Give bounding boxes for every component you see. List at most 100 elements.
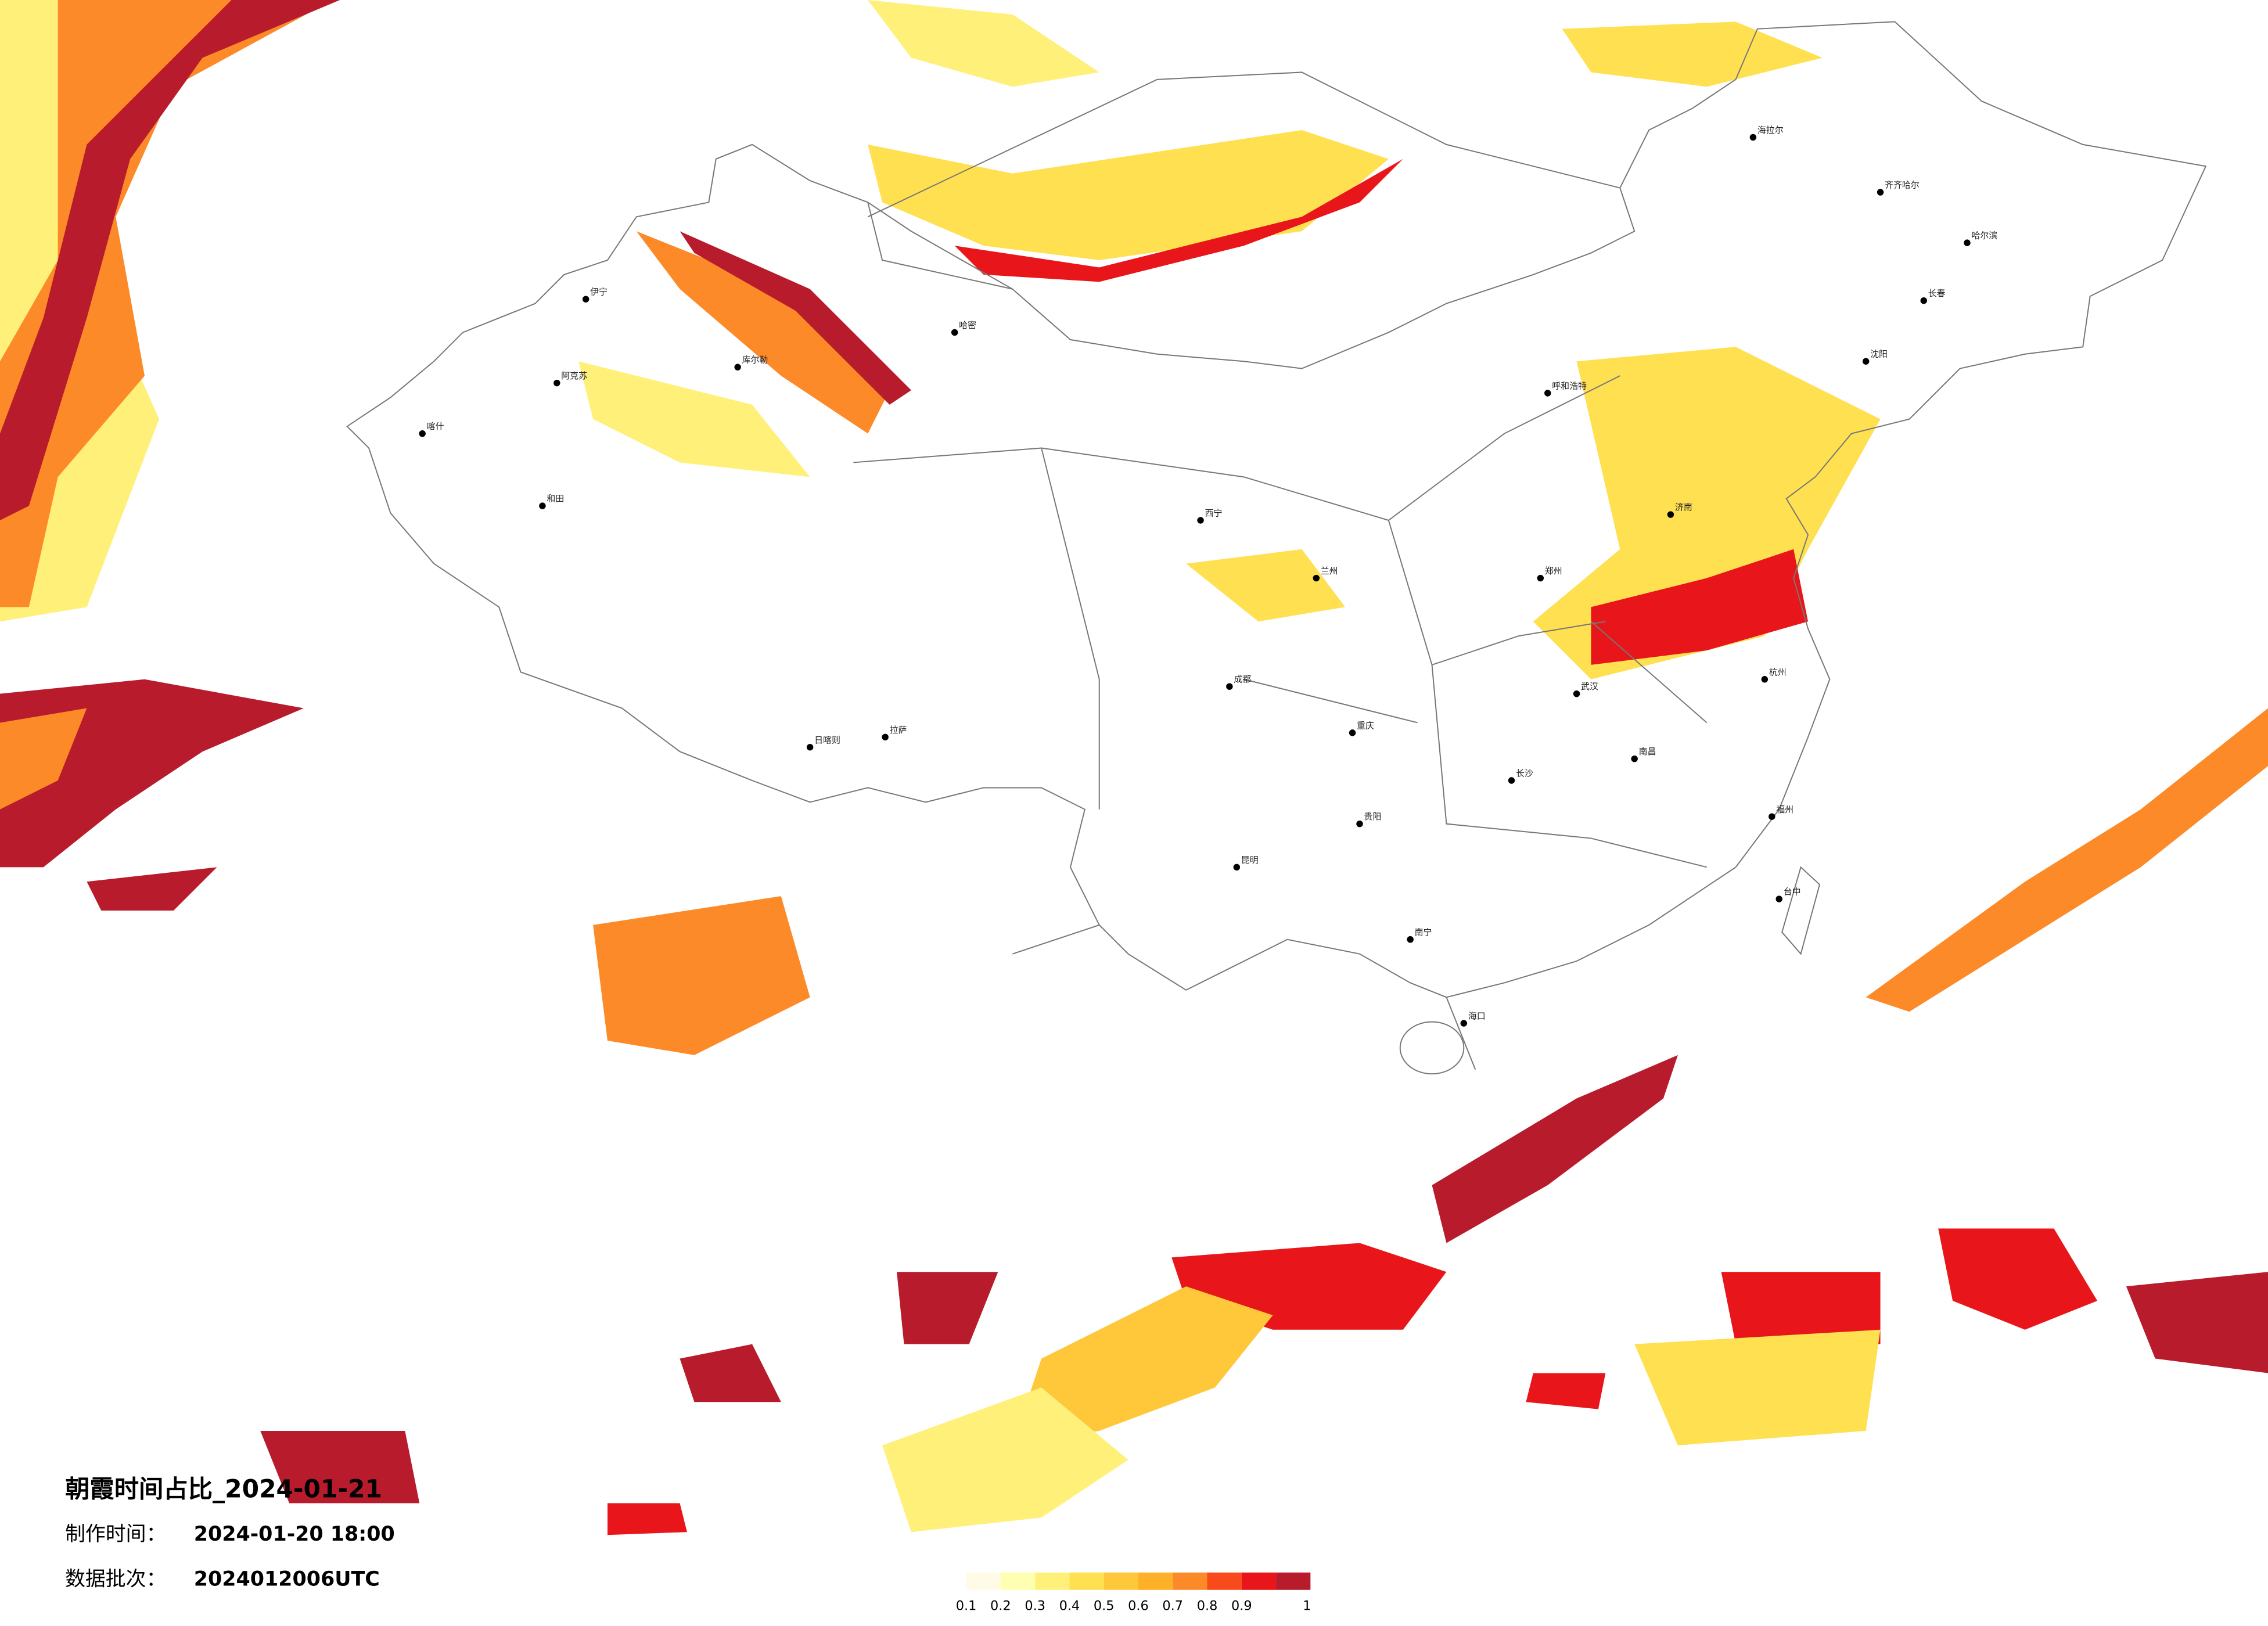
heat-area [882,1387,1128,1533]
city-label: 阿克苏 [561,370,587,381]
city-label: 台中 [1784,887,1801,897]
city-label: 南昌 [1639,746,1656,757]
city-dot [1544,390,1551,397]
heat-area [0,0,340,520]
city-dot [1631,755,1638,762]
colorbar-tick-label: 0.9 [1231,1599,1252,1614]
city-dot [1964,239,1971,246]
city-label: 伊宁 [590,287,608,297]
city-dot [1508,777,1515,784]
colorbar-swatch [1138,1572,1173,1590]
heat-area [680,231,911,405]
heat-area [1634,1329,1881,1445]
city-label: 杭州 [1769,667,1787,677]
city-label: 和田 [547,494,564,504]
country-border [346,21,2207,998]
heat-area [1533,347,1881,679]
city-dot [539,502,546,509]
city-label: 沈阳 [1870,349,1888,359]
city-dot [1749,134,1757,141]
city-label: 拉萨 [890,725,907,735]
made-time-value: 2024-01-20 18:00 [194,1523,395,1546]
city-dot [1197,517,1204,524]
city-label: 日喀则 [814,735,840,745]
taiwan [1781,866,1821,955]
city-label: 长春 [1928,288,1946,298]
heat-area [868,0,1099,87]
heat-area [0,0,333,607]
city-label: 贵阳 [1364,811,1381,822]
city-label: 库尔勒 [742,355,768,365]
neighbor-border [867,71,1620,1070]
colorbar-tick-label: 0.1 [956,1599,977,1614]
heat-field [0,0,2268,1535]
colorbar-tick-label: 0.3 [1025,1599,1045,1614]
city-dot [1407,936,1414,943]
made-time-label: 制作时间： [65,1523,166,1546]
heat-area [1432,1055,1678,1243]
city-dot [1313,574,1320,582]
city-label: 武汉 [1581,681,1598,692]
colorbar-tick-label: 0.4 [1059,1599,1080,1614]
city-dot [1775,895,1782,902]
city-dot [1233,864,1241,871]
colorbar-tick-label: 0.6 [1128,1599,1149,1614]
heat-area [1526,1373,1606,1409]
heat-area [260,1431,420,1503]
city-dot [951,329,958,336]
city-dot [1667,511,1674,518]
batch-value: 2024012006UTC [194,1567,380,1591]
colorbar-tick-label: 0.7 [1162,1599,1183,1614]
city-label: 呼和浩特 [1552,381,1587,391]
heat-area [1721,1272,1881,1344]
city-label: 济南 [1675,502,1692,513]
heat-area [868,130,1389,260]
city-label: 福州 [1776,804,1793,815]
colorbar-swatch [1173,1572,1207,1590]
heat-area [1562,21,1823,87]
batch-label: 数据批次： [65,1567,166,1591]
heat-area [897,1272,998,1344]
colorbar-tick-label: 0.2 [990,1599,1011,1614]
map-title: 朝霞时间占比_2024-01-21 [65,1475,382,1503]
city-dot [1226,683,1233,690]
heat-area [1938,1228,2098,1330]
city-label: 重庆 [1357,720,1374,731]
city-dot [1573,690,1580,697]
colorbar-swatch [1241,1572,1277,1590]
colorbar-swatch [1035,1572,1070,1590]
city-label: 海拉尔 [1757,125,1784,135]
colorbar-tick-label: 0.8 [1197,1599,1218,1614]
city-label: 哈尔滨 [1971,231,1997,241]
city-label: 齐齐哈尔 [1885,180,1920,190]
city-label: 兰州 [1321,566,1338,576]
heat-area [0,708,87,810]
city-dot [1877,189,1884,196]
colorbar-swatch [1104,1572,1138,1590]
city-dot [1769,813,1775,820]
city-dot [1349,729,1356,736]
heat-area [636,231,897,434]
colorbar-swatch [1207,1572,1242,1590]
city-dot [1862,358,1870,365]
heat-area [578,361,810,477]
heat-area [1591,549,1809,665]
province-border [853,375,1708,868]
colorbar-tick-label: 0.5 [1094,1599,1115,1614]
colorbar: 0.1 0.2 0.3 0.4 0.5 0.6 0.7 0.8 0.9 1 [956,1572,1311,1614]
city-dot [1920,297,1928,304]
colorbar-swatch [1276,1572,1311,1590]
city-label: 喀什 [427,421,444,431]
heat-area [87,867,217,911]
city-dot [806,744,814,751]
heat-area [593,896,810,1055]
heat-area [2126,1272,2268,1373]
city-dot [1761,676,1769,683]
hainan [1399,1021,1465,1075]
city-label: 郑州 [1545,566,1562,576]
heat-area [1186,549,1346,622]
heat-area [680,1344,781,1402]
heat-area [607,1503,687,1535]
city-label: 西宁 [1205,508,1223,519]
